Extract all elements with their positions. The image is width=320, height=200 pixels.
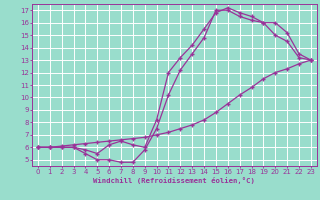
X-axis label: Windchill (Refroidissement éolien,°C): Windchill (Refroidissement éolien,°C) (93, 177, 255, 184)
